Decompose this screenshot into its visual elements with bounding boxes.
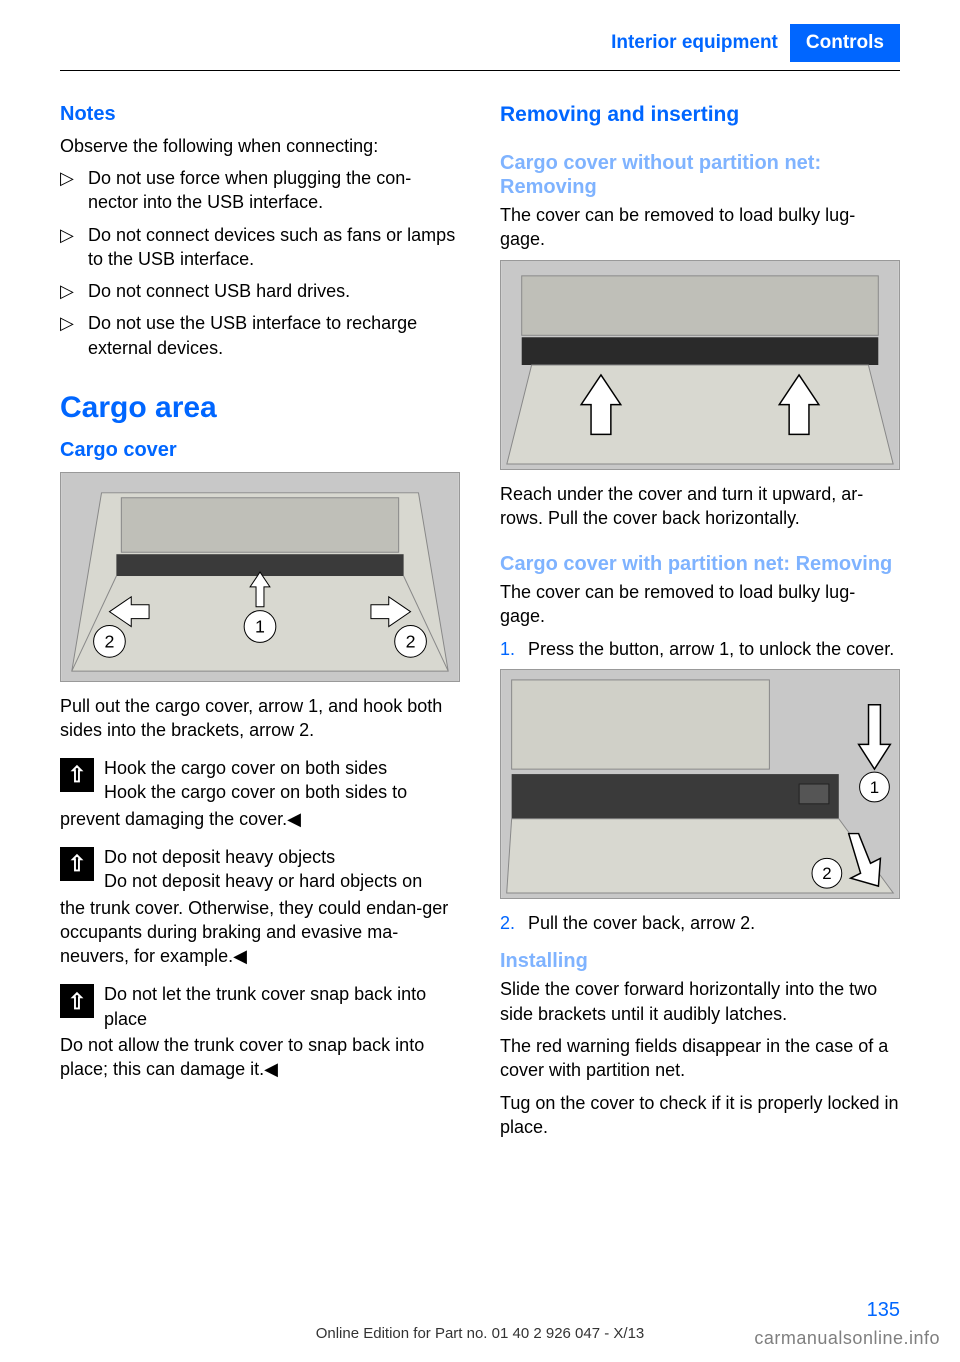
heading-without-partition: Cargo cover without partition net: Remov… (500, 151, 900, 199)
heading-removing-inserting: Removing and inserting (500, 101, 900, 129)
para-observe: Observe the following when connecting: (60, 134, 460, 158)
warning-title: Do not let the trunk cover snap back int… (104, 982, 460, 1031)
heading-cargo-cover: Cargo cover (60, 437, 460, 464)
warning-body: Do not allow the trunk cover to snap bac… (60, 1033, 460, 1082)
warning-snap-back: ⇧ Do not let the trunk cover snap back i… (60, 982, 460, 1081)
warning-hook-cover: ⇧ Hook the cargo cover on both sides Hoo… (60, 756, 460, 831)
heading-with-partition: Cargo cover with partition net: Removing (500, 552, 900, 576)
list-item: 1. Press the button, arrow 1, to unlock … (500, 637, 900, 661)
fig1-label-2a: 2 (104, 631, 114, 651)
fig1-label-1: 1 (255, 616, 265, 636)
warning-lead: Do not deposit heavy or hard objects on (104, 869, 460, 893)
list-item: Do not use force when plugging the con‐n… (60, 166, 460, 215)
figure-unlock-cover: 1 2 (500, 669, 900, 899)
warning-body: prevent damaging the cover.◀ (60, 807, 460, 831)
watermark: carmanualsonline.info (754, 1326, 940, 1350)
header-chapter: Controls (790, 24, 900, 62)
left-column: Notes Observe the following when connect… (60, 95, 460, 1148)
steps-list-2: 2. Pull the cover back, arrow 2. (500, 911, 900, 935)
fig1-label-2b: 2 (406, 631, 416, 651)
para-install-1: Slide the cover forward horizontally int… (500, 977, 900, 1026)
step-text: Pull the cover back, arrow 2. (528, 913, 755, 933)
list-item: Do not connect devices such as fans or l… (60, 223, 460, 272)
warning-title: Hook the cargo cover on both sides (104, 756, 460, 780)
figure-cargo-cover: 2 1 2 (60, 472, 460, 682)
warning-icon: ⇧ (60, 984, 94, 1018)
page-header: Interior equipment Controls (0, 0, 960, 62)
header-section: Interior equipment (611, 30, 778, 56)
warning-lead: Hook the cargo cover on both sides to (104, 780, 460, 804)
fig3-label-1: 1 (870, 778, 879, 797)
warning-body: the trunk cover. Otherwise, they could e… (60, 896, 460, 969)
usb-notes-list: Do not use force when plugging the con‐n… (60, 166, 460, 360)
page-number: 135 (60, 1297, 900, 1324)
heading-installing: Installing (500, 949, 900, 973)
step-number: 2. (500, 911, 515, 935)
heading-notes: Notes (60, 101, 460, 128)
list-item: 2. Pull the cover back, arrow 2. (500, 911, 900, 935)
warning-title: Do not deposit heavy objects (104, 845, 460, 869)
heading-cargo-area: Cargo area (60, 388, 460, 429)
para-install-2: The red warning fields disappear in the … (500, 1034, 900, 1083)
para-with-partition: The cover can be removed to load bulky l… (500, 580, 900, 629)
para-install-3: Tug on the cover to check if it is prope… (500, 1091, 900, 1140)
content-columns: Notes Observe the following when connect… (0, 71, 960, 1148)
para-reach-under: Reach under the cover and turn it upward… (500, 482, 900, 531)
para-pull-cover: Pull out the cargo cover, arrow 1, and h… (60, 694, 460, 743)
warning-icon: ⇧ (60, 758, 94, 792)
warning-icon: ⇧ (60, 847, 94, 881)
step-text: Press the button, arrow 1, to unlock the… (528, 639, 894, 659)
list-item: Do not connect USB hard drives. (60, 279, 460, 303)
step-number: 1. (500, 637, 515, 661)
figure-remove-cover (500, 260, 900, 470)
list-item: Do not use the USB interface to recharge… (60, 311, 460, 360)
right-column: Removing and inserting Cargo cover witho… (500, 95, 900, 1148)
fig3-label-2: 2 (822, 864, 831, 883)
steps-list: 1. Press the button, arrow 1, to unlock … (500, 637, 900, 661)
para-without-partition: The cover can be removed to load bulky l… (500, 203, 900, 252)
warning-heavy-objects: ⇧ Do not deposit heavy objects Do not de… (60, 845, 460, 968)
